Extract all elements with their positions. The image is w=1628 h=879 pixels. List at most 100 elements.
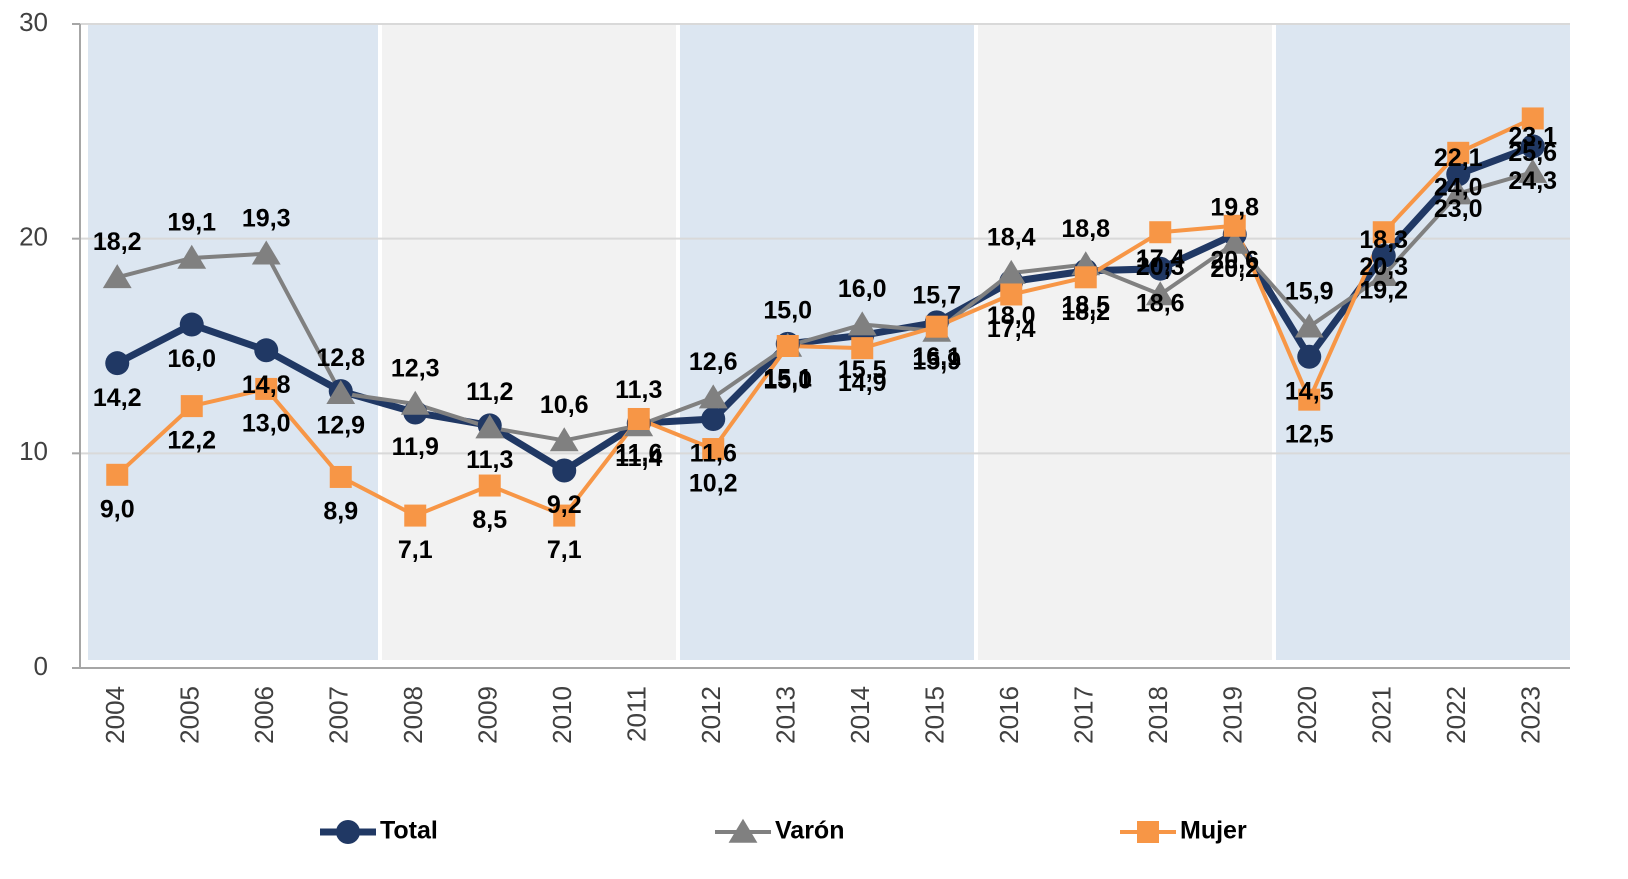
x-tick-label: 2013 (771, 686, 801, 744)
data-point (177, 244, 207, 269)
data-point (701, 406, 726, 431)
data-label: 8,9 (323, 498, 358, 526)
data-label: 16,1 (912, 343, 961, 371)
data-point (1521, 107, 1544, 130)
data-label: 19,8 (1210, 194, 1259, 222)
data-label: 11,3 (615, 376, 662, 404)
data-label: 22,1 (1434, 144, 1483, 172)
data-label: 14,5 (1285, 377, 1334, 405)
data-point (1000, 283, 1023, 306)
data-label: 24,3 (1508, 167, 1557, 195)
data-label: 18,4 (987, 224, 1036, 252)
data-point (102, 264, 132, 289)
data-point (552, 458, 577, 483)
y-tick-label: 10 (19, 436, 48, 466)
data-label: 15,9 (1285, 277, 1334, 305)
data-point (400, 390, 430, 415)
series-line (115, 116, 1534, 518)
x-tick-label: 2022 (1441, 686, 1471, 744)
data-point (254, 338, 279, 363)
data-label: 11,3 (466, 446, 513, 474)
x-tick-label: 2015 (920, 686, 950, 744)
data-point (478, 474, 501, 497)
data-label: 12,6 (689, 348, 738, 376)
data-label: 12,3 (391, 355, 440, 383)
data-label: 8,5 (472, 506, 507, 534)
legend-marker (1137, 821, 1159, 843)
data-label: 25,6 (1508, 139, 1557, 167)
data-point (1145, 281, 1175, 306)
x-tick-label: 2017 (1069, 686, 1099, 744)
data-label: 23,1 (1508, 123, 1557, 151)
legend-marker (336, 820, 360, 844)
data-point (1223, 214, 1246, 237)
y-tick-label: 20 (19, 222, 48, 252)
data-point (1447, 141, 1470, 164)
data-point (698, 384, 728, 409)
data-point (553, 504, 576, 527)
data-label: 20,6 (1210, 246, 1259, 274)
data-label: 9,0 (100, 495, 135, 523)
data-point (1074, 266, 1097, 289)
data-label: 15,9 (912, 347, 961, 375)
series-line (116, 170, 1534, 443)
x-tick-label: 2019 (1218, 686, 1248, 744)
x-tick-label: 2014 (845, 686, 875, 744)
background-band (978, 24, 1272, 660)
legend-label: Varón (775, 817, 844, 845)
data-point (776, 335, 799, 357)
data-label: 23,0 (1434, 195, 1483, 223)
data-label: 12,2 (167, 427, 216, 455)
data-label: 11,6 (615, 440, 662, 468)
data-point (1294, 313, 1324, 338)
data-point (180, 395, 203, 418)
background-band (382, 24, 676, 660)
data-label: 19,3 (242, 204, 291, 232)
data-point (1148, 256, 1173, 281)
data-label: 18,0 (987, 302, 1036, 330)
data-label: 10,2 (689, 470, 738, 498)
legend-label: Total (380, 817, 438, 845)
data-label: 7,1 (398, 536, 433, 564)
data-label: 9,2 (547, 491, 582, 519)
x-tick-label: 2016 (994, 686, 1024, 744)
data-label: 15,0 (763, 297, 812, 325)
data-label: 11,6 (690, 440, 737, 468)
data-point (1149, 221, 1172, 244)
data-label: 18,2 (93, 228, 142, 256)
data-label: 20,2 (1210, 255, 1259, 283)
data-point (329, 465, 352, 488)
data-point (1520, 134, 1545, 159)
data-point (847, 311, 877, 336)
data-point (251, 240, 281, 265)
data-label: 18,6 (1136, 289, 1185, 317)
data-label: 12,5 (1285, 420, 1334, 448)
x-tick-label: 2011 (622, 686, 652, 742)
data-point (702, 438, 725, 461)
data-point (996, 259, 1026, 284)
data-label: 18,2 (1061, 298, 1110, 326)
data-point (179, 312, 204, 337)
data-label: 19,1 (167, 209, 216, 237)
data-point (1518, 158, 1548, 183)
data-label: 15,1 (763, 364, 812, 392)
legend-label: Mujer (1180, 817, 1247, 845)
data-label: 18,8 (1061, 215, 1110, 243)
data-point (1298, 388, 1321, 411)
data-point (326, 380, 356, 405)
x-tick-label: 2005 (175, 686, 205, 744)
data-point (851, 337, 874, 360)
data-point (1369, 261, 1399, 286)
data-label: 16,0 (167, 345, 216, 373)
data-label: 7,1 (547, 536, 582, 564)
x-tick-label: 2012 (696, 686, 726, 744)
data-label: 20,3 (1136, 253, 1185, 281)
data-label: 11,9 (392, 433, 439, 461)
data-point (1220, 229, 1250, 254)
x-tick-label: 2021 (1367, 686, 1397, 744)
x-tick-label: 2009 (473, 686, 503, 744)
background-band (1276, 24, 1570, 660)
data-point (1297, 344, 1322, 369)
x-tick-label: 2023 (1516, 686, 1546, 744)
